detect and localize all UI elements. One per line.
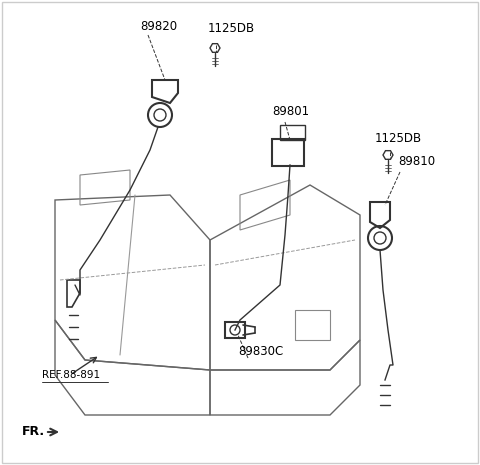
Text: 1125DB: 1125DB [208,22,255,35]
Text: 89820: 89820 [140,20,177,33]
Text: 1125DB: 1125DB [375,132,422,145]
Text: REF.88-891: REF.88-891 [42,370,100,380]
Text: 89810: 89810 [398,155,435,168]
Text: FR.: FR. [22,425,45,438]
Text: 89801: 89801 [272,105,309,118]
Text: 89830C: 89830C [238,345,283,358]
